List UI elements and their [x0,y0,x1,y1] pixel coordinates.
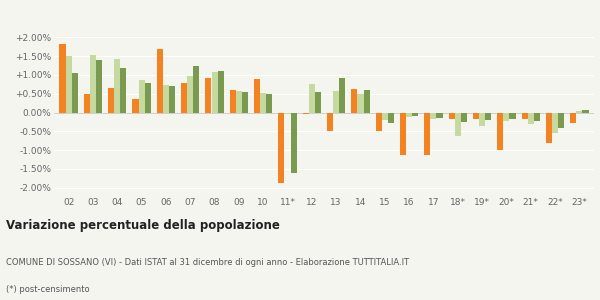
Bar [309,84,315,112]
Bar [230,90,236,112]
Bar [546,112,552,143]
Bar [90,55,96,112]
Bar [364,90,370,112]
Bar [412,112,418,116]
Bar [577,111,583,112]
Bar [96,60,102,112]
Bar [71,73,78,112]
Text: (*) post-censimento: (*) post-censimento [6,285,89,294]
Bar [278,112,284,183]
Bar [473,112,479,119]
Bar [218,71,224,112]
Bar [406,112,412,117]
Bar [327,112,333,131]
Bar [358,94,364,112]
Bar [570,112,577,123]
Bar [290,112,296,173]
Bar [552,112,558,133]
Legend: Sossano, Provincia di VI, Veneto: Sossano, Provincia di VI, Veneto [205,0,443,5]
Bar [303,112,309,114]
Bar [528,112,534,124]
Bar [133,99,139,112]
Bar [509,112,515,119]
Bar [169,86,175,112]
Bar [583,110,589,112]
Bar [145,82,151,112]
Bar [315,92,321,112]
Bar [260,93,266,112]
Text: Variazione percentuale della popolazione: Variazione percentuale della popolazione [6,219,280,232]
Bar [376,112,382,130]
Bar [455,112,461,136]
Bar [212,72,218,112]
Bar [485,112,491,120]
Bar [187,76,193,112]
Bar [534,112,540,121]
Bar [193,66,199,112]
Bar [382,112,388,120]
Bar [352,89,358,112]
Bar [461,112,467,122]
Bar [333,91,339,112]
Bar [236,91,242,112]
Bar [284,112,290,114]
Bar [205,78,211,112]
Bar [449,112,455,119]
Bar [339,78,345,112]
Bar [65,56,71,112]
Bar [558,112,564,128]
Bar [479,112,485,126]
Bar [181,83,187,112]
Bar [497,112,503,150]
Bar [388,112,394,123]
Text: COMUNE DI SOSSANO (VI) - Dati ISTAT al 31 dicembre di ogni anno - Elaborazione T: COMUNE DI SOSSANO (VI) - Dati ISTAT al 3… [6,258,409,267]
Bar [84,94,90,112]
Bar [521,112,528,119]
Bar [430,112,436,119]
Bar [163,85,169,112]
Bar [266,94,272,112]
Bar [242,92,248,112]
Bar [120,68,127,112]
Bar [157,50,163,112]
Bar [108,88,114,112]
Bar [59,44,65,112]
Bar [139,80,145,112]
Bar [436,112,443,118]
Bar [254,79,260,112]
Bar [503,112,509,121]
Bar [400,112,406,154]
Bar [114,59,120,112]
Bar [424,112,430,155]
